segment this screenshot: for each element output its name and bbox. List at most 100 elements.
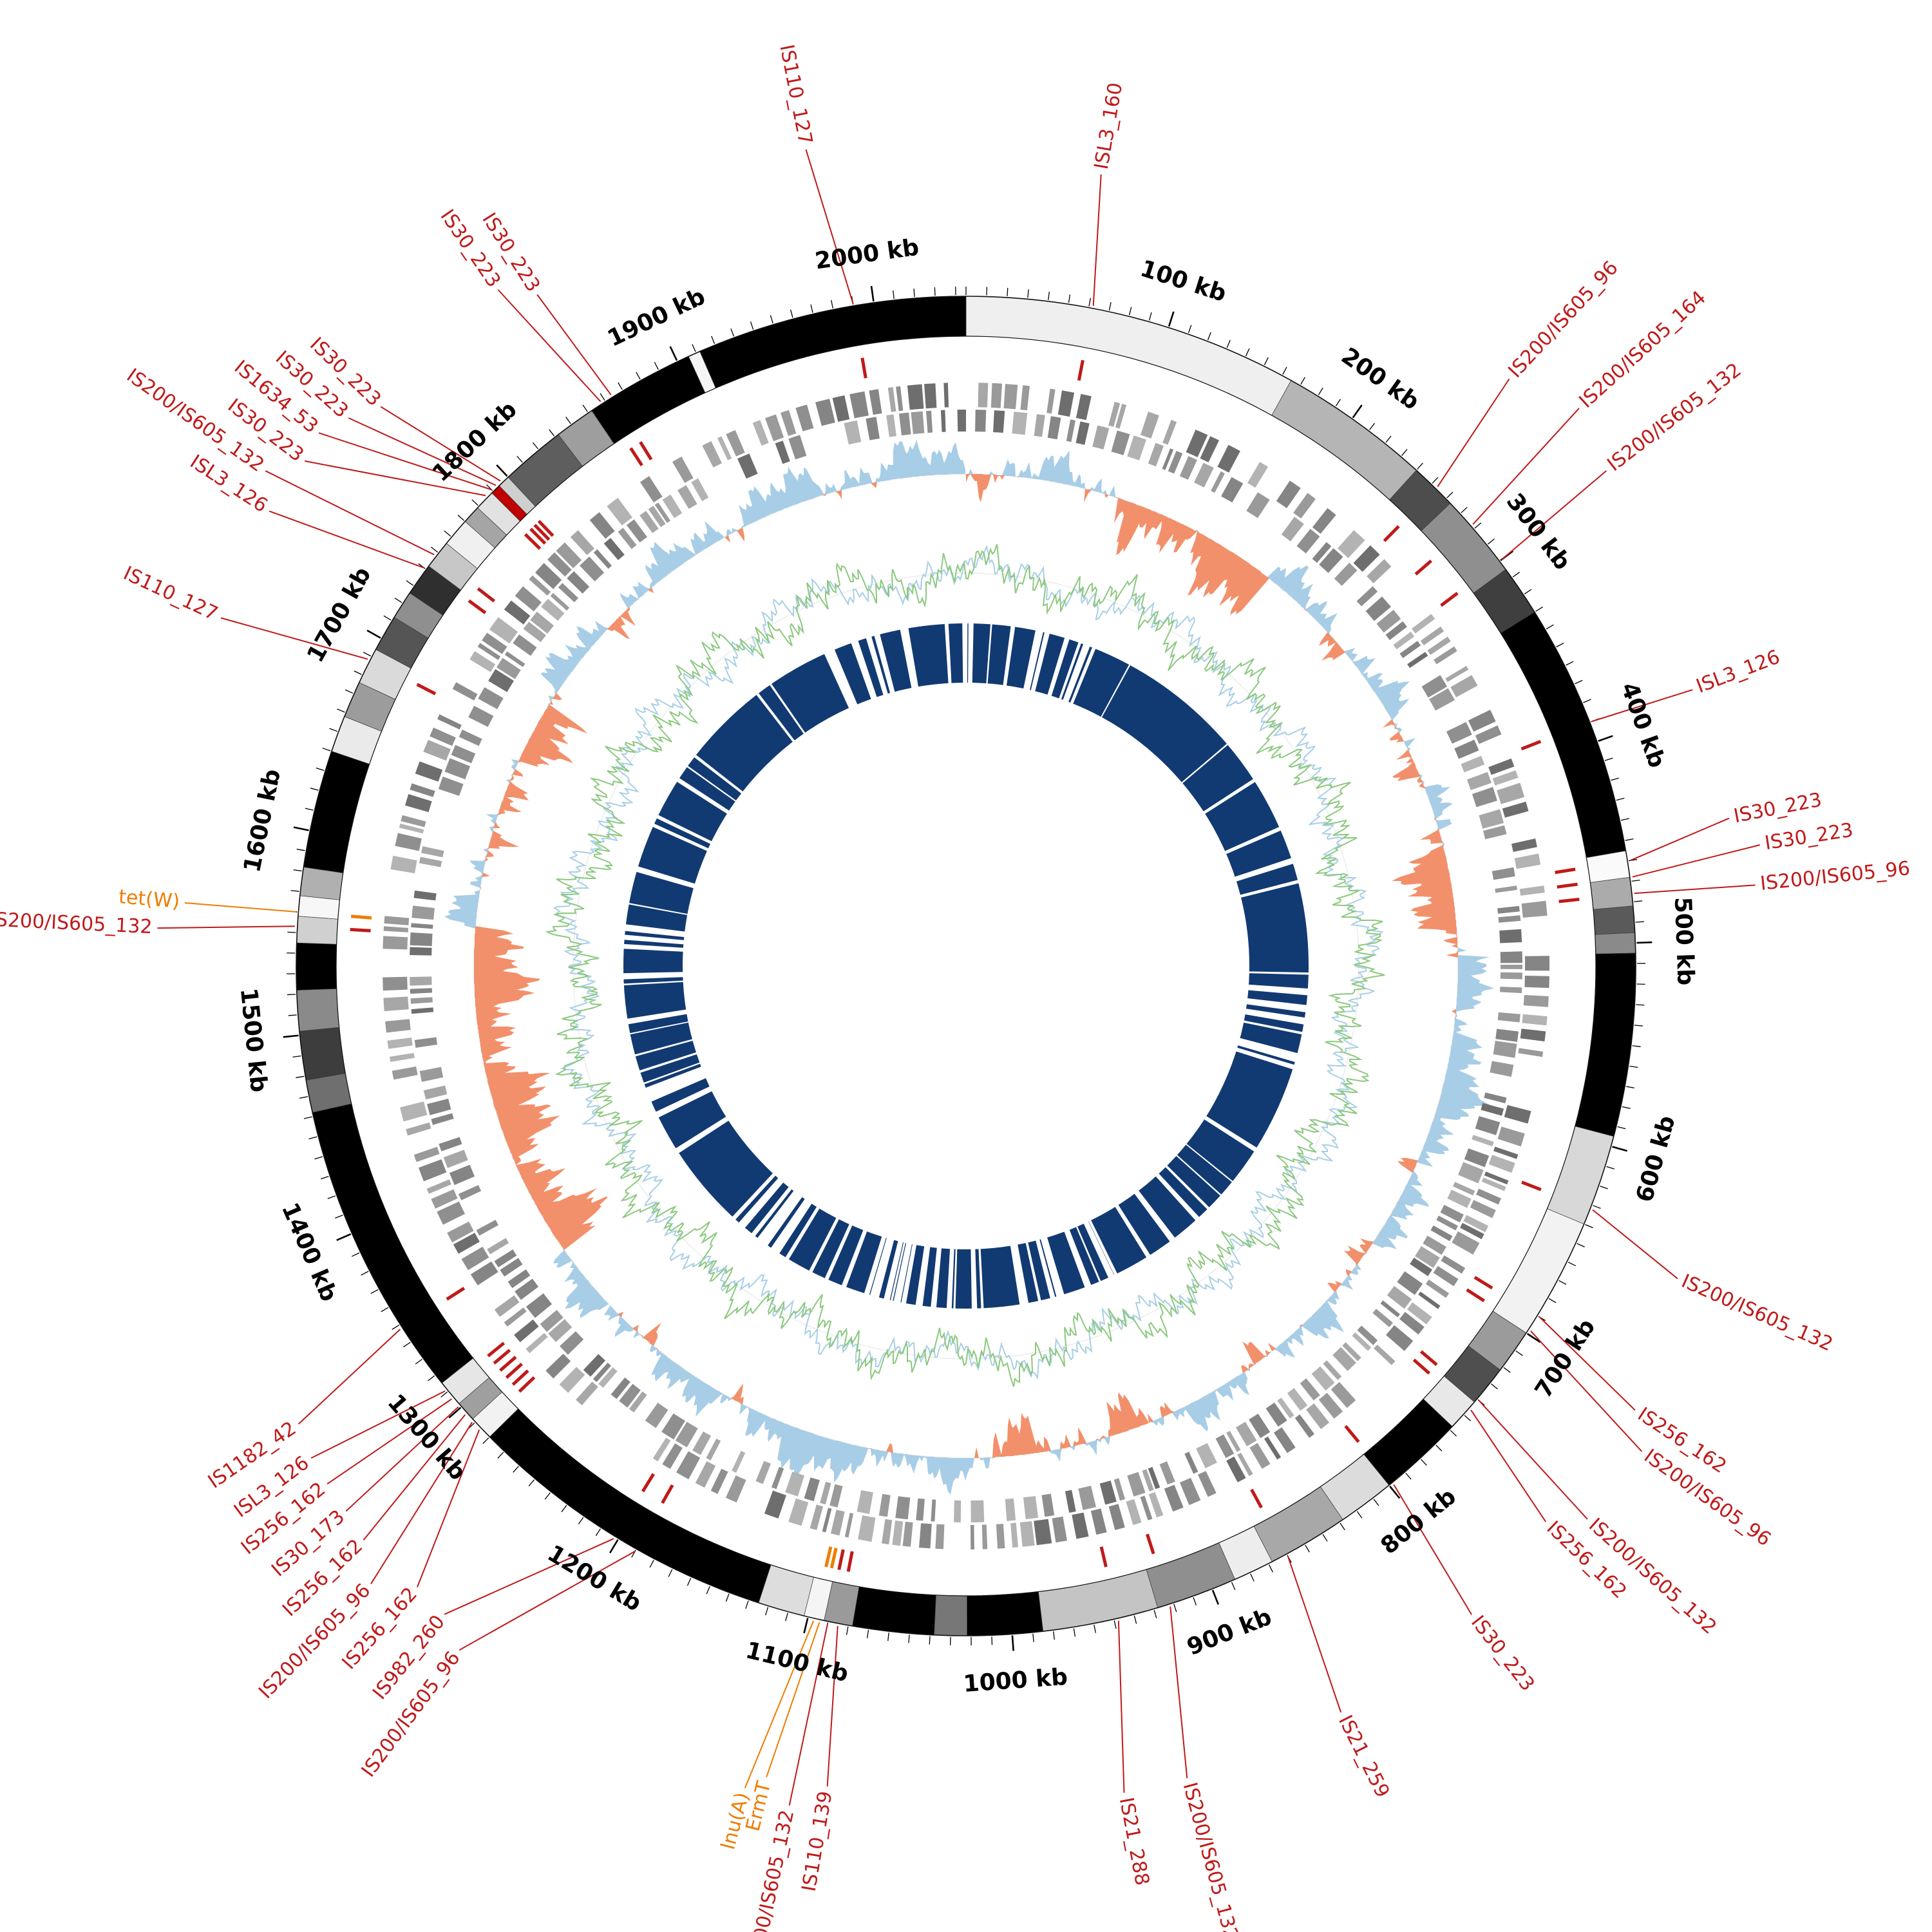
axis-minor-tick [831, 299, 833, 308]
axis-minor-tick [329, 728, 337, 732]
core-ring-gap [634, 1039, 694, 1057]
gene-block [392, 1066, 418, 1080]
axis-label: 100 kb [1137, 255, 1229, 307]
gene-block [1247, 462, 1268, 488]
gene-block [1334, 562, 1358, 586]
gene-block [1453, 1182, 1475, 1196]
gene-block [411, 1007, 434, 1014]
is-position-mark [493, 1349, 511, 1365]
axis-minor-tick [444, 530, 451, 537]
gene-block [431, 1113, 454, 1125]
core-ring-gap [904, 627, 919, 689]
core-ring-gap [629, 1021, 690, 1035]
axis-minor-tick [1585, 1224, 1593, 1229]
gene-block [1427, 636, 1451, 655]
core-ring-gap [1083, 1220, 1115, 1279]
axis-label: 1000 kb [962, 1664, 1068, 1698]
gc-content-ring [444, 440, 1494, 1495]
gene-block [1454, 739, 1479, 759]
gene-block [1490, 1061, 1514, 1077]
gene-block [583, 1354, 605, 1377]
axis-label: 300 kb [1501, 489, 1576, 575]
core-ring-gap [1058, 641, 1082, 701]
gene-block [1323, 1360, 1342, 1380]
axis-minor-tick [1464, 1415, 1472, 1421]
label-leader-line [1592, 689, 1693, 722]
axis-minor-tick [1611, 777, 1619, 781]
gene-block [1481, 1103, 1504, 1116]
axis-label: 1600 kb [239, 767, 286, 875]
core-ring-gap [853, 639, 878, 700]
axis-minor-tick [335, 1215, 343, 1219]
gene-block [529, 575, 551, 596]
gene-block [849, 391, 869, 419]
gene-block [482, 632, 507, 654]
gene-block [652, 1437, 671, 1462]
gene-block [1162, 448, 1174, 470]
core-ring-gap [626, 1009, 688, 1025]
axis-minor-tick [322, 748, 331, 752]
label-leader-line [744, 1620, 815, 1789]
gene-block [1237, 1452, 1253, 1477]
gene-block [1497, 1012, 1520, 1023]
axis-minor-tick [1322, 1534, 1328, 1542]
gene-block [1519, 886, 1545, 896]
axis-minor-tick [711, 336, 715, 345]
gene-block [1200, 436, 1219, 462]
gene-block [423, 739, 451, 761]
contig-segment [934, 1595, 967, 1636]
gene-block [919, 1523, 932, 1549]
is-element-label: IS30_223 [1732, 788, 1823, 828]
axis-minor-tick [1053, 1631, 1056, 1640]
is-position-mark [1473, 1276, 1493, 1290]
axis-minor-tick [1577, 1243, 1585, 1247]
gene-block [426, 1179, 451, 1194]
axis-minor-tick [929, 1636, 931, 1645]
axis-major-tick [609, 1539, 619, 1554]
gene-block [526, 1293, 553, 1318]
gene-block [443, 1150, 468, 1168]
contig-segment [1500, 611, 1626, 858]
is-element-label: IS110_139 [798, 1790, 837, 1893]
gene-block [1249, 1414, 1271, 1439]
axis-minor-tick [565, 417, 571, 424]
gene-block [477, 643, 501, 660]
axis-minor-tick [654, 362, 659, 370]
gene-block [676, 1451, 701, 1479]
gene-block [892, 1520, 904, 1546]
core-ring-gap [841, 1229, 867, 1289]
gene-block [1479, 809, 1504, 829]
gene-block [1492, 867, 1515, 880]
gene-block [504, 1307, 527, 1327]
gene-block [1164, 1484, 1184, 1512]
axis-major-tick [496, 464, 508, 477]
gene-block [895, 1496, 911, 1520]
axis-major-tick [1389, 1486, 1401, 1499]
axis-minor-tick [1282, 366, 1287, 375]
axis-label: 1400 kb [276, 1199, 342, 1305]
gene-block [1294, 1414, 1314, 1438]
label-leader-line [459, 1550, 636, 1651]
gene-block [639, 476, 663, 503]
gene-block [978, 383, 989, 408]
core-ring-gap [968, 622, 974, 685]
gene-block [1020, 385, 1030, 411]
core-ring-gap [944, 622, 952, 685]
axis-minor-tick [1593, 1205, 1601, 1209]
axis-minor-tick [1007, 287, 1009, 297]
is-element-label: IS200/IS605_96 [1759, 857, 1911, 895]
gene-block [737, 453, 758, 479]
is-position-mark [1077, 359, 1084, 381]
gene-block [384, 916, 410, 925]
is-element-label: IS110_127 [775, 43, 817, 146]
core-ring-gap [883, 1240, 904, 1302]
gene-block [886, 414, 896, 437]
gene-block [907, 384, 924, 410]
gene-block [383, 976, 408, 991]
gene-block [943, 383, 949, 408]
axis-minor-tick [1546, 624, 1554, 630]
label-leader-line [444, 1538, 614, 1615]
axis-minor-tick [1515, 1350, 1523, 1356]
gene-block [1415, 1246, 1440, 1268]
label-leader-line [1472, 408, 1580, 525]
